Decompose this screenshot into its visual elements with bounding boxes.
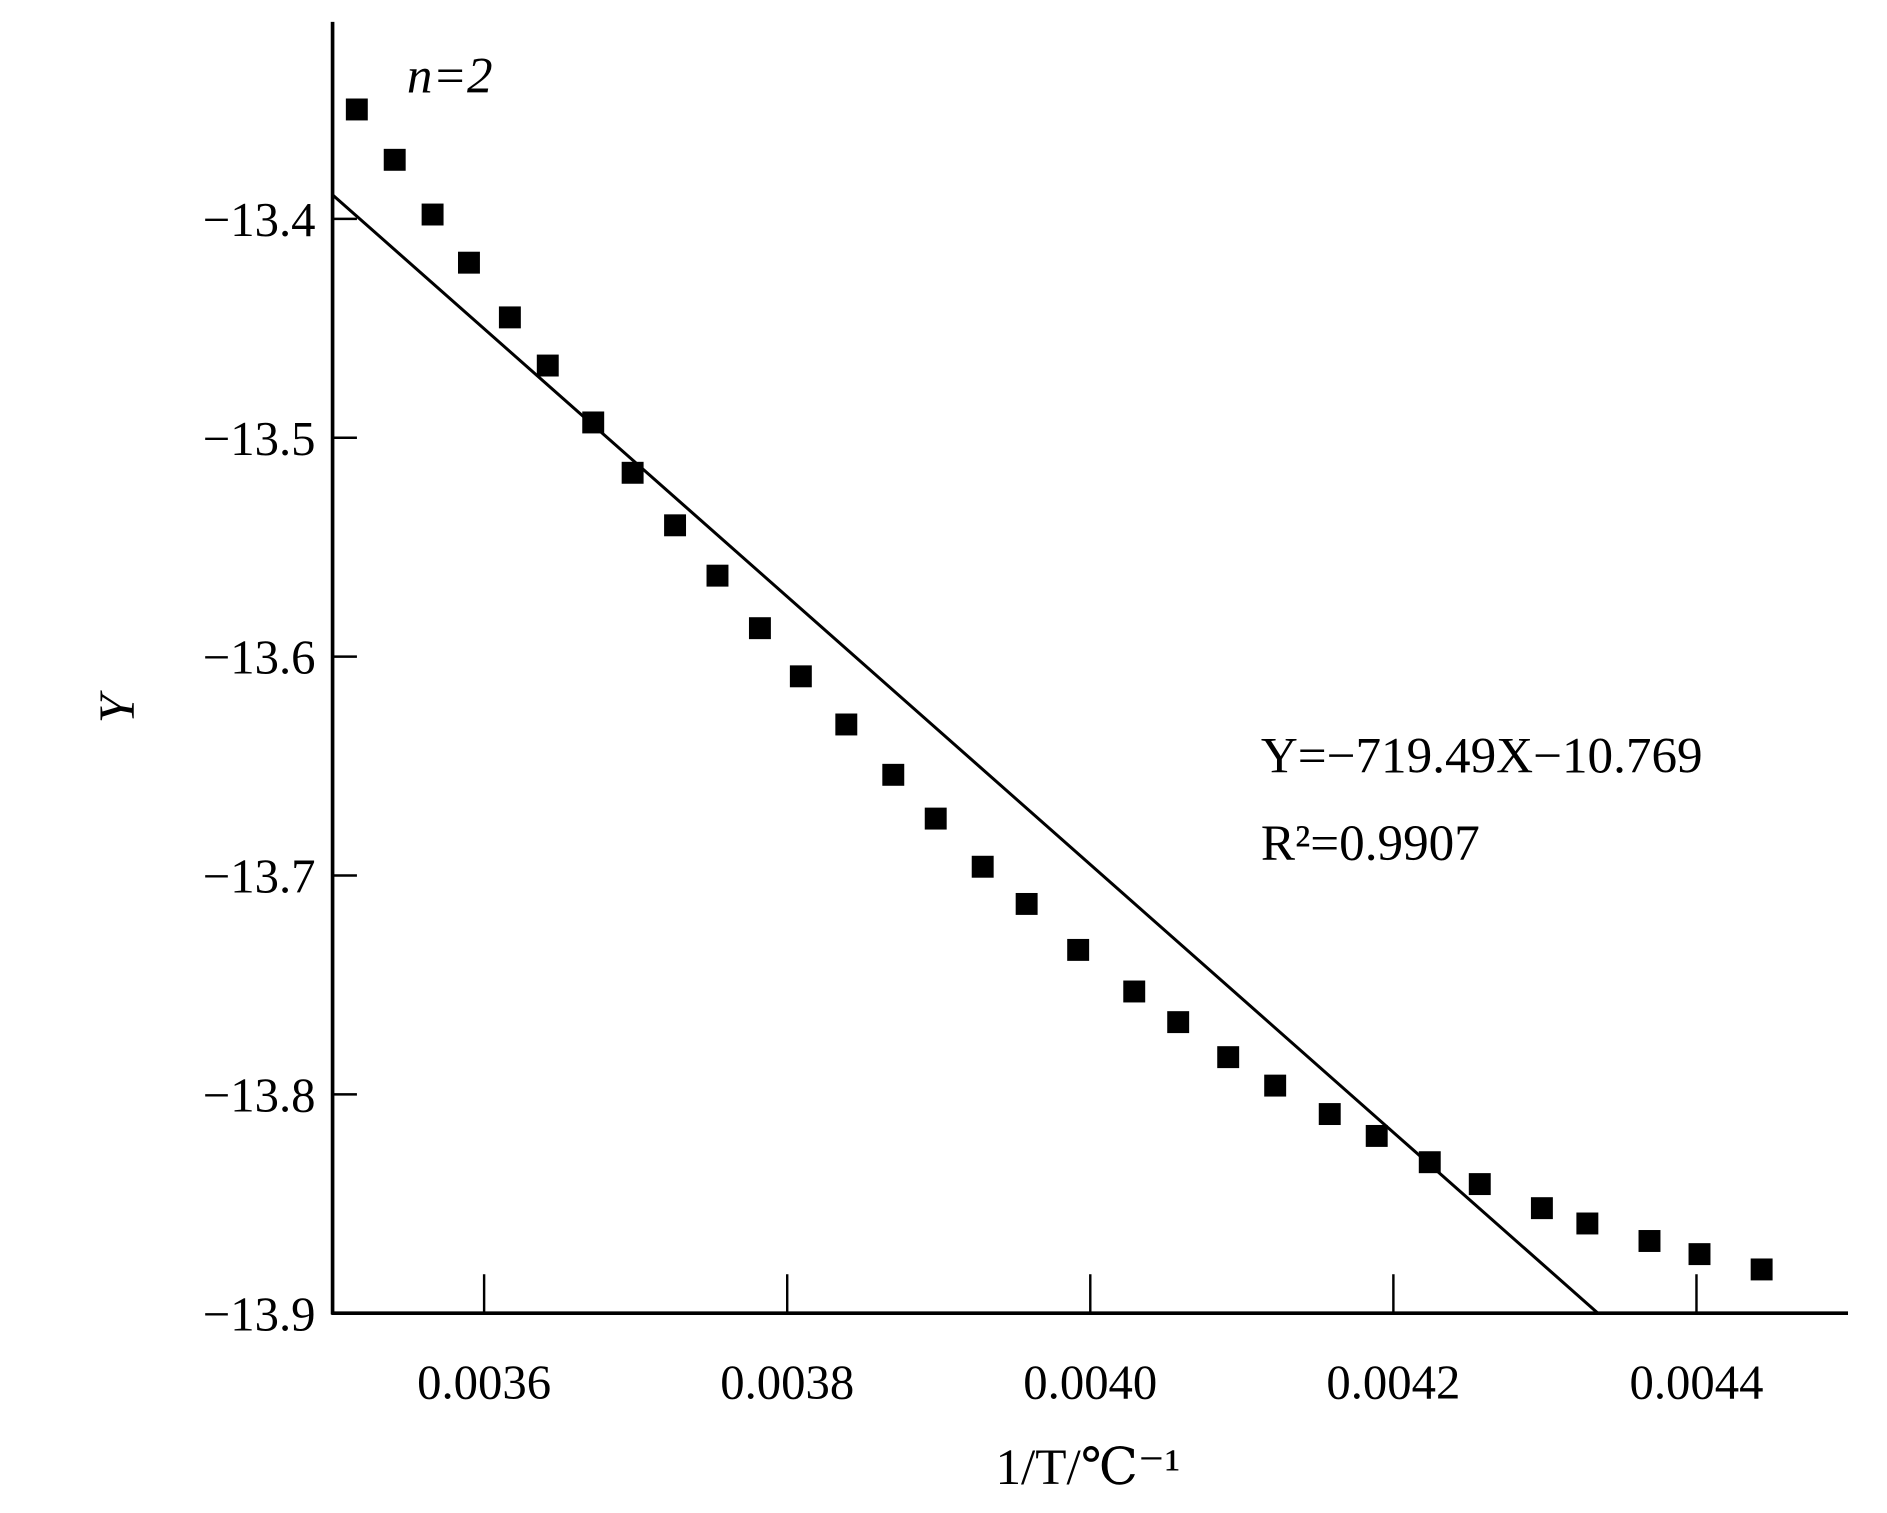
- data-point: [1638, 1230, 1661, 1252]
- x-tick-label: 0.0042: [1326, 1355, 1460, 1409]
- data-point: [383, 148, 406, 171]
- y-tick-label: −13.9: [203, 1287, 316, 1341]
- data-point: [1576, 1212, 1599, 1235]
- equation-label: Y=−719.49X−10.769: [1261, 727, 1703, 784]
- data-point: [1264, 1074, 1287, 1097]
- x-tick-label: 0.0040: [1023, 1355, 1157, 1409]
- y-tick-label: −13.5: [203, 412, 316, 466]
- data-point: [536, 354, 559, 377]
- data-point: [1015, 892, 1038, 915]
- data-point: [498, 306, 521, 329]
- x-ticks: 0.0036 0.0038 0.0040 0.0042 0.0044: [417, 1274, 1763, 1409]
- y-axis-label: Y: [89, 690, 146, 723]
- x-axis-label: 1/T/℃⁻¹: [995, 1439, 1180, 1496]
- y-ticks: −13.4 −13.5 −13.6 −13.7 −13.8 −13.9: [203, 193, 357, 1341]
- data-point: [706, 564, 729, 587]
- data-point: [748, 617, 771, 640]
- fit-line: [331, 193, 1599, 1315]
- data-point: [1365, 1124, 1388, 1147]
- y-tick-label: −13.8: [203, 1068, 316, 1122]
- data-point: [1318, 1103, 1341, 1126]
- data-point: [345, 98, 368, 121]
- data-point: [457, 251, 480, 274]
- data-point: [1067, 938, 1090, 961]
- n-label: n=2: [407, 48, 493, 105]
- data-point: [621, 461, 644, 484]
- data-point: [1217, 1046, 1240, 1069]
- data-point: [924, 807, 947, 830]
- data-point: [1750, 1258, 1773, 1281]
- data-point: [1688, 1243, 1711, 1266]
- x-tick-label: 0.0038: [720, 1355, 854, 1409]
- data-point: [664, 514, 687, 537]
- data-point: [789, 665, 812, 688]
- data-point: [1468, 1173, 1491, 1196]
- data-point: [421, 203, 444, 226]
- x-tick-label: 0.0036: [417, 1355, 551, 1409]
- y-tick-label: −13.6: [203, 631, 316, 685]
- r-squared-label: R²=0.9907: [1261, 815, 1480, 872]
- data-points: [345, 98, 1773, 1281]
- data-point: [1167, 1011, 1190, 1034]
- data-point: [1123, 980, 1146, 1003]
- data-point: [971, 855, 994, 878]
- data-point: [882, 763, 905, 786]
- data-point: [835, 713, 858, 736]
- y-tick-label: −13.4: [203, 193, 316, 247]
- data-point: [582, 411, 605, 434]
- y-tick-label: −13.7: [203, 850, 316, 904]
- x-tick-label: 0.0044: [1629, 1355, 1763, 1409]
- data-point: [1530, 1197, 1553, 1220]
